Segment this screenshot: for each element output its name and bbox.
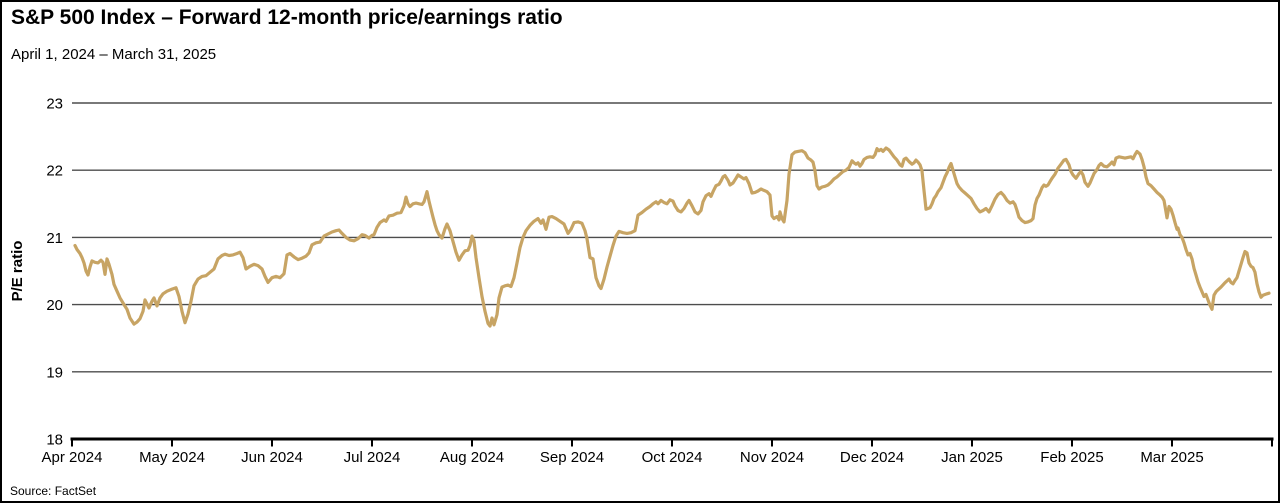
- y-tick-label-22: 22: [46, 163, 63, 180]
- y-tick-label-19: 19: [46, 364, 63, 381]
- y-tick-label-18: 18: [46, 432, 63, 449]
- pe-ratio-line: [73, 146, 1271, 328]
- x-tick-label-jan-2025: Jan 2025: [941, 449, 1003, 466]
- y-axis-label: P/E ratio: [9, 241, 26, 302]
- x-tick-label-oct-2024: Oct 2024: [642, 449, 703, 466]
- x-tick-label-sep-2024: Sep 2024: [540, 449, 604, 466]
- y-tick-label-21: 21: [46, 230, 63, 247]
- x-tick-label-aug-2024: Aug 2024: [440, 449, 504, 466]
- x-tick-label-dec-2024: Dec 2024: [840, 449, 904, 466]
- chart-title: S&P 500 Index – Forward 12-month price/e…: [11, 6, 563, 29]
- x-tick-label-jun-2024: Jun 2024: [241, 449, 303, 466]
- y-tick-label-20: 20: [46, 297, 63, 314]
- x-tick-label-feb-2025: Feb 2025: [1040, 449, 1103, 466]
- x-tick-label-jul-2024: Jul 2024: [344, 449, 401, 466]
- x-tick-label-nov-2024: Nov 2024: [740, 449, 804, 466]
- source-note: Source: FactSet: [10, 484, 97, 498]
- y-tick-label-23: 23: [46, 96, 63, 113]
- x-tick-label-may-2024: May 2024: [139, 449, 205, 466]
- x-tick-label-apr-2024: Apr 2024: [42, 449, 103, 466]
- x-tick-label-mar-2025: Mar 2025: [1140, 449, 1203, 466]
- chart-subtitle: April 1, 2024 – March 31, 2025: [11, 46, 217, 63]
